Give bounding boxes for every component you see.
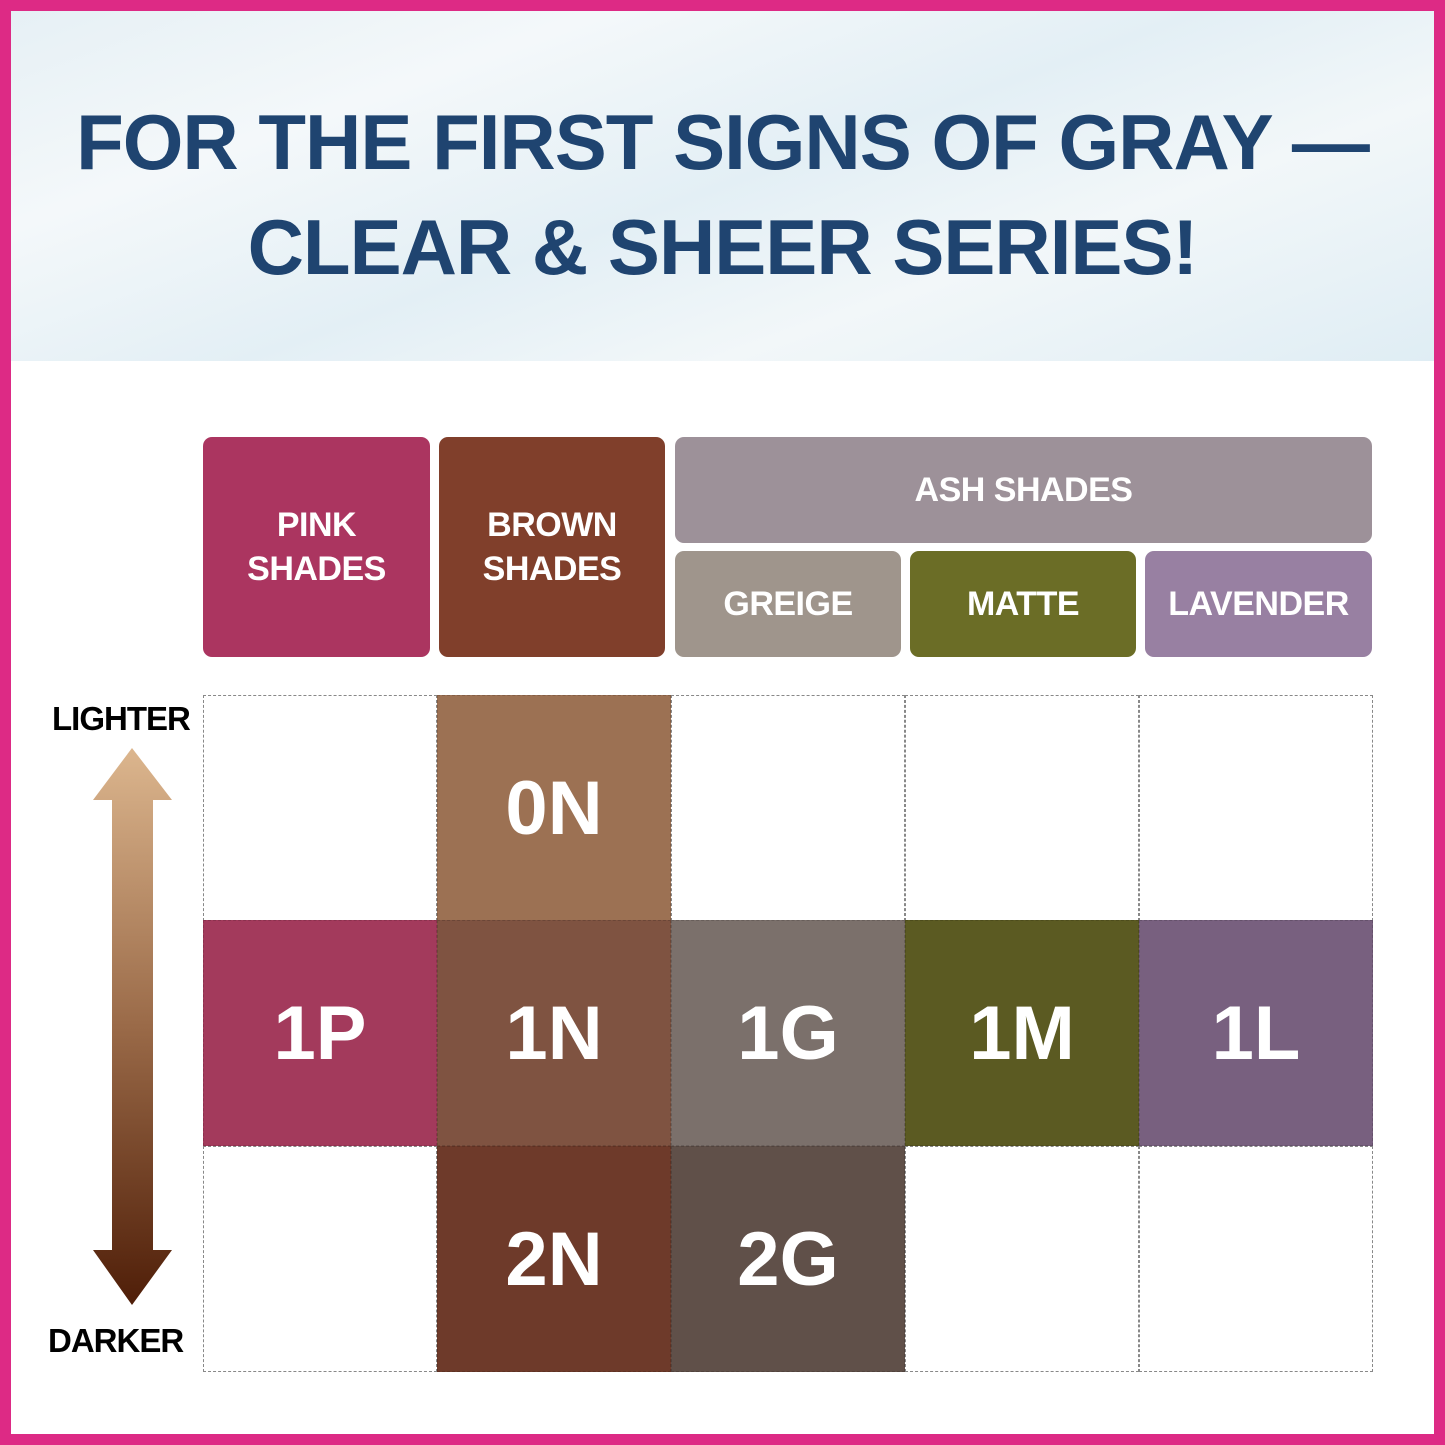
shade-cell-2G: 2G (671, 1146, 905, 1372)
shade-code: 2N (505, 1216, 603, 1302)
header-matte: MATTE (910, 551, 1136, 657)
double-arrow-vertical-icon (93, 748, 172, 1305)
shade-cell-1M: 1M (905, 920, 1139, 1146)
empty-cell (1139, 1146, 1373, 1372)
header-banner (11, 11, 1434, 361)
empty-cell (1139, 695, 1373, 921)
shade-code: 1P (273, 990, 367, 1076)
shade-cell-1L: 1L (1139, 920, 1373, 1146)
shade-code: 1M (969, 990, 1075, 1076)
title-line-2: CLEAR & SHEER SERIES! (247, 203, 1199, 291)
header-lavender: LAVENDER (1145, 551, 1372, 657)
header-brown-shades: BROWN SHADES (439, 437, 665, 657)
shade-code: 2G (737, 1216, 839, 1302)
shade-cell-1N: 1N (437, 920, 671, 1146)
title-line-1: FOR THE FIRST SIGNS OF GRAY — (76, 98, 1370, 186)
empty-cell (203, 695, 437, 921)
empty-cell (671, 695, 905, 921)
empty-cell (203, 1146, 437, 1372)
empty-cell (905, 1146, 1139, 1372)
shade-code: 0N (505, 765, 603, 851)
empty-cell (905, 695, 1139, 921)
shade-cell-0N: 0N (437, 695, 671, 921)
shade-code: 1L (1211, 990, 1301, 1076)
shade-code: 1N (505, 990, 603, 1076)
header-ash-shades: ASH SHADES (675, 437, 1372, 543)
header-greige: GREIGE (675, 551, 901, 657)
shade-cell-1G: 1G (671, 920, 905, 1146)
shade-cell-2N: 2N (437, 1146, 671, 1372)
lighter-label: LIGHTER (52, 700, 191, 737)
header-pink-shades: PINK SHADES (203, 437, 430, 657)
darker-label: DARKER (48, 1322, 184, 1359)
shade-code: 1G (737, 990, 839, 1076)
shade-cell-1P: 1P (203, 920, 437, 1146)
